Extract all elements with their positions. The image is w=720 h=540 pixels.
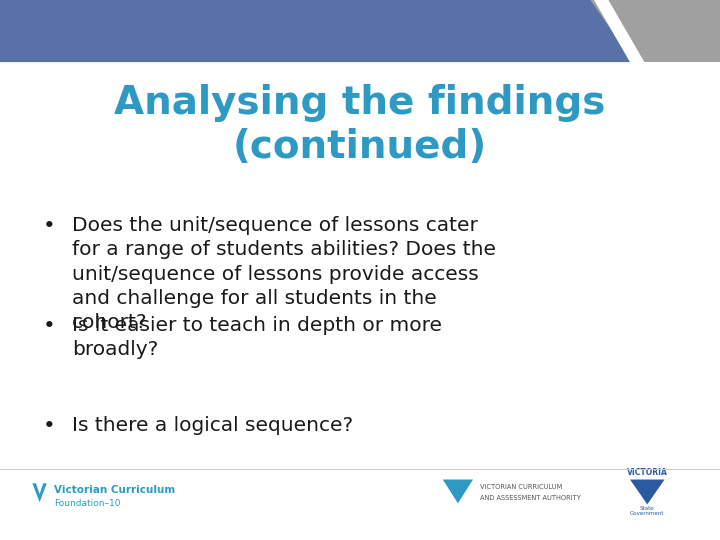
- Text: •: •: [43, 216, 56, 236]
- Text: •: •: [43, 416, 56, 436]
- Polygon shape: [32, 483, 47, 502]
- Text: State
Government: State Government: [630, 506, 665, 516]
- Text: Victorian Curriculum: Victorian Curriculum: [54, 485, 175, 495]
- Text: AND ASSESSMENT AUTHORITY: AND ASSESSMENT AUTHORITY: [480, 495, 581, 501]
- Text: Does the unit/sequence of lessons cater
for a range of students abilities? Does : Does the unit/sequence of lessons cater …: [72, 216, 496, 332]
- Text: Foundation–10: Foundation–10: [54, 499, 120, 508]
- Polygon shape: [0, 0, 634, 62]
- Text: Is it easier to teach in depth or more
broadly?: Is it easier to teach in depth or more b…: [72, 316, 442, 359]
- Text: VICTORIAN CURRICULUM: VICTORIAN CURRICULUM: [480, 484, 562, 490]
- Polygon shape: [576, 0, 720, 62]
- Polygon shape: [630, 480, 665, 504]
- Text: VICTORIA: VICTORIA: [627, 468, 667, 477]
- Polygon shape: [0, 469, 720, 470]
- Polygon shape: [594, 0, 644, 62]
- Polygon shape: [443, 480, 473, 503]
- Text: Is there a logical sequence?: Is there a logical sequence?: [72, 416, 353, 435]
- Text: Analysing the findings
(continued): Analysing the findings (continued): [114, 84, 606, 166]
- Text: •: •: [43, 316, 56, 336]
